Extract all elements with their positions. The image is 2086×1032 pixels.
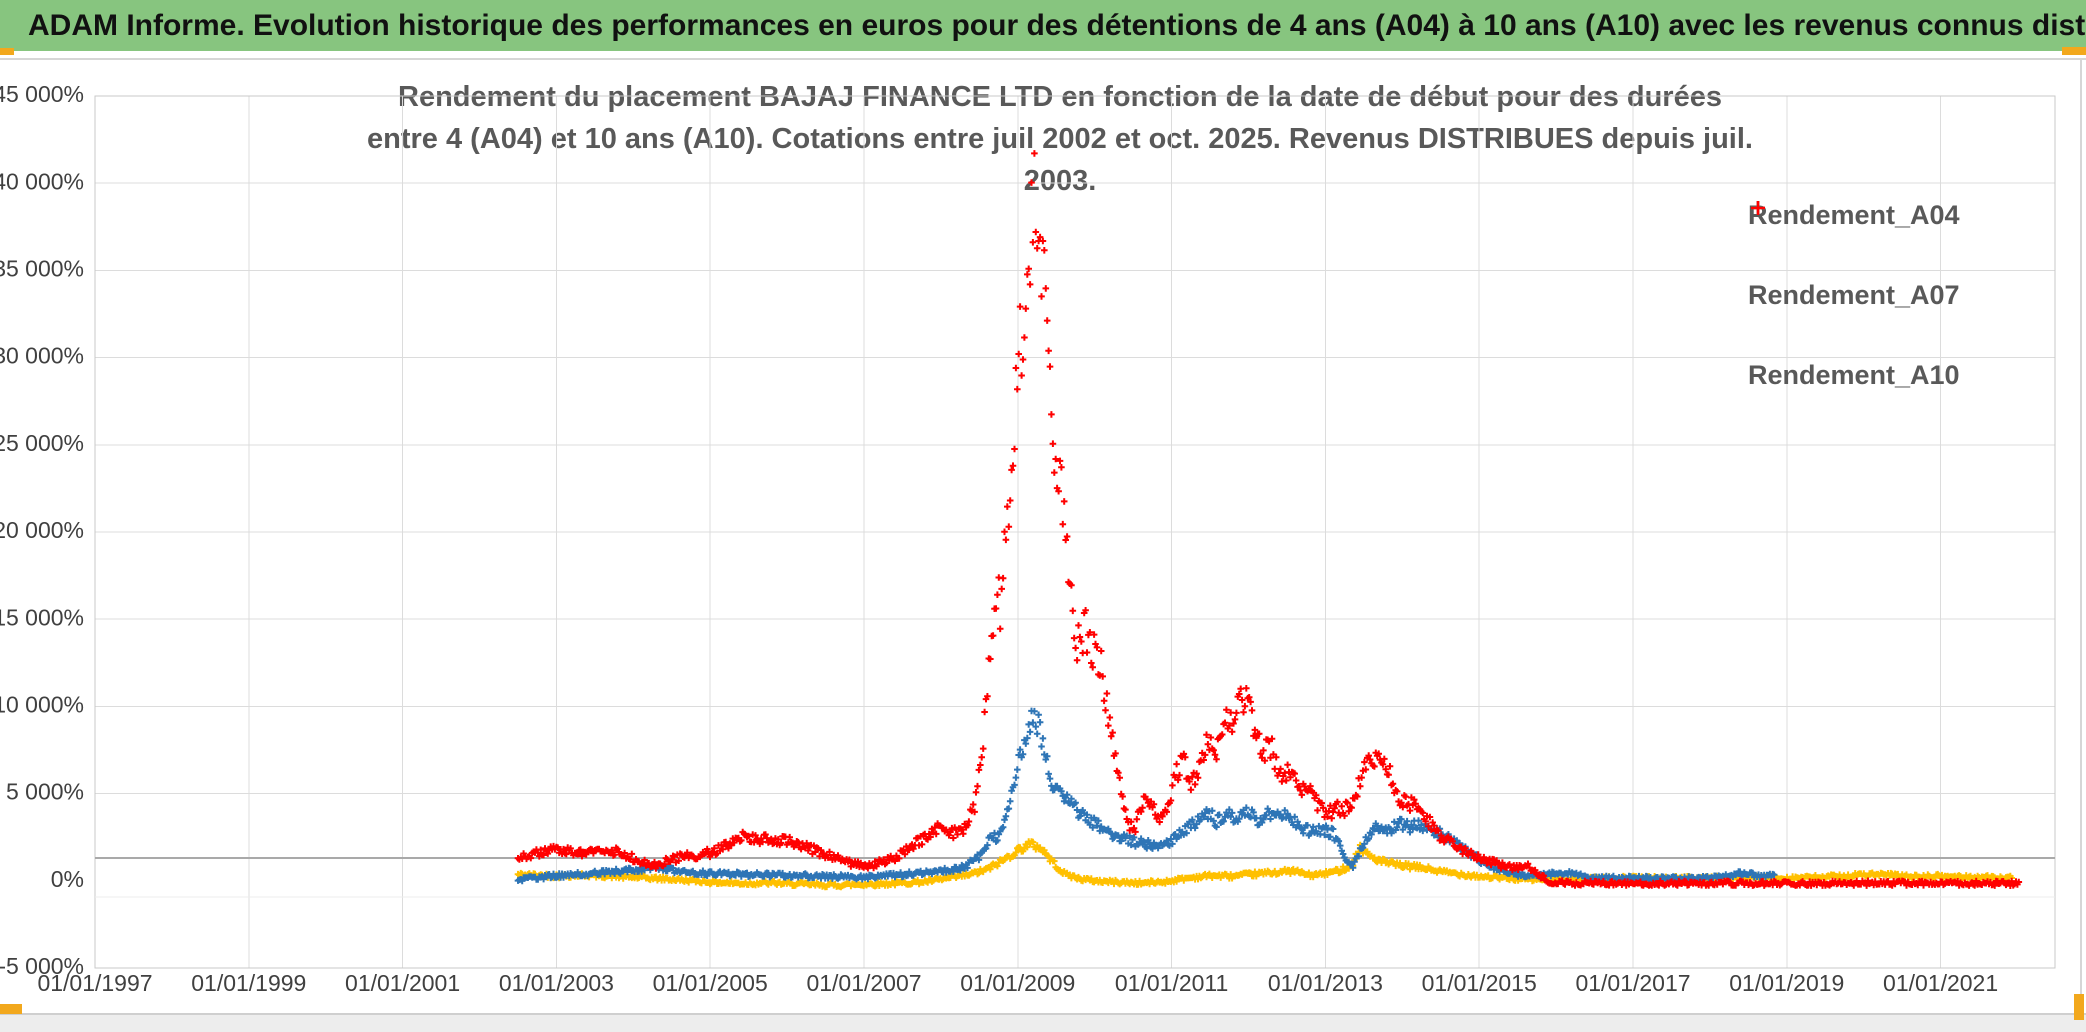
x-tick-label: 01/01/2003 [499, 970, 614, 996]
series-layer [514, 150, 2023, 891]
chart-area-right-border [2080, 60, 2082, 1013]
series-rendement-a10[interactable] [514, 150, 2023, 889]
header-bar: ADAM Informe. Evolution historique des p… [0, 0, 2086, 51]
plot-area-border [94, 95, 2056, 969]
y-tick-label: 0% [51, 866, 84, 892]
x-tick-label: 01/01/1999 [191, 970, 306, 996]
x-tick-label: 01/01/1997 [37, 970, 152, 996]
accent-mark-bottom-right [2074, 994, 2084, 1020]
x-tick-label: 01/01/2007 [806, 970, 921, 996]
x-tick-label: 01/01/2015 [1422, 970, 1537, 996]
y-tick-label: 15 000% [0, 604, 84, 630]
y-tick-label: 25 000% [0, 430, 84, 456]
y-tick-label: 40 000% [0, 168, 84, 194]
y-tick-label: -5 000% [0, 953, 84, 979]
x-axis-labels: 01/01/1997 01/01/1999 01/01/2001 01/01/2003… [37, 970, 1998, 996]
y-tick-label: 5 000% [6, 779, 84, 805]
y-axis-labels: 45 000% 40 000% 35 000% 30 000% 25 000% 20 00… [0, 81, 84, 979]
accent-mark-bottom-left [0, 1004, 22, 1014]
legend-label: Rendement_A04 [1748, 199, 1960, 230]
x-tick-label: 01/01/2009 [960, 970, 1075, 996]
chart-title-line-2: entre 4 (A04) et 10 ans (A10). Cotations… [367, 123, 1753, 197]
header-title: ADAM Informe. Evolution historique des p… [28, 8, 2086, 42]
accent-mark-top-right [2062, 47, 2086, 55]
chart-title-line-1: Rendement du placement BAJAJ FINANCE LTD… [398, 81, 1722, 113]
x-tick-label: 01/01/2021 [1883, 970, 1998, 996]
x-tick-label: 01/01/2013 [1268, 970, 1383, 996]
x-tick-label: 01/01/2005 [653, 970, 768, 996]
legend-item-rendement-a04[interactable]: Rendement_A04 [1748, 198, 2048, 232]
legend-item-rendement-a10[interactable]: Rendement_A10 [1748, 201, 2048, 392]
x-tick-label: 01/01/2017 [1575, 970, 1690, 996]
chart-area-bottom-border [0, 1013, 2086, 1015]
sheet-background-strip [0, 1015, 2086, 1032]
x-tick-label: 01/01/2001 [345, 970, 460, 996]
x-tick-label: 01/01/2019 [1729, 970, 1844, 996]
chart-area-top-border [0, 58, 2086, 60]
y-tick-label: 20 000% [0, 517, 84, 543]
chart-title: Rendement du placement BAJAJ FINANCE LTD… [330, 76, 1790, 202]
legend: Rendement_A04 Rendement_A07 Rendement_A1… [1748, 198, 2048, 438]
legend-item-rendement-a07[interactable]: Rendement_A07 [1748, 201, 2048, 312]
x-tick-label: 01/01/2011 [1115, 970, 1228, 996]
y-tick-label: 45 000% [0, 81, 84, 107]
legend-label: Rendement_A10 [1748, 359, 1960, 390]
plus-marker-icon [1751, 201, 1765, 215]
y-tick-label: 10 000% [0, 691, 84, 717]
legend-label: Rendement_A07 [1748, 279, 1960, 310]
y-tick-label: 35 000% [0, 255, 84, 281]
y-tick-label: 30 000% [0, 343, 84, 369]
accent-mark-top-left [0, 48, 14, 55]
